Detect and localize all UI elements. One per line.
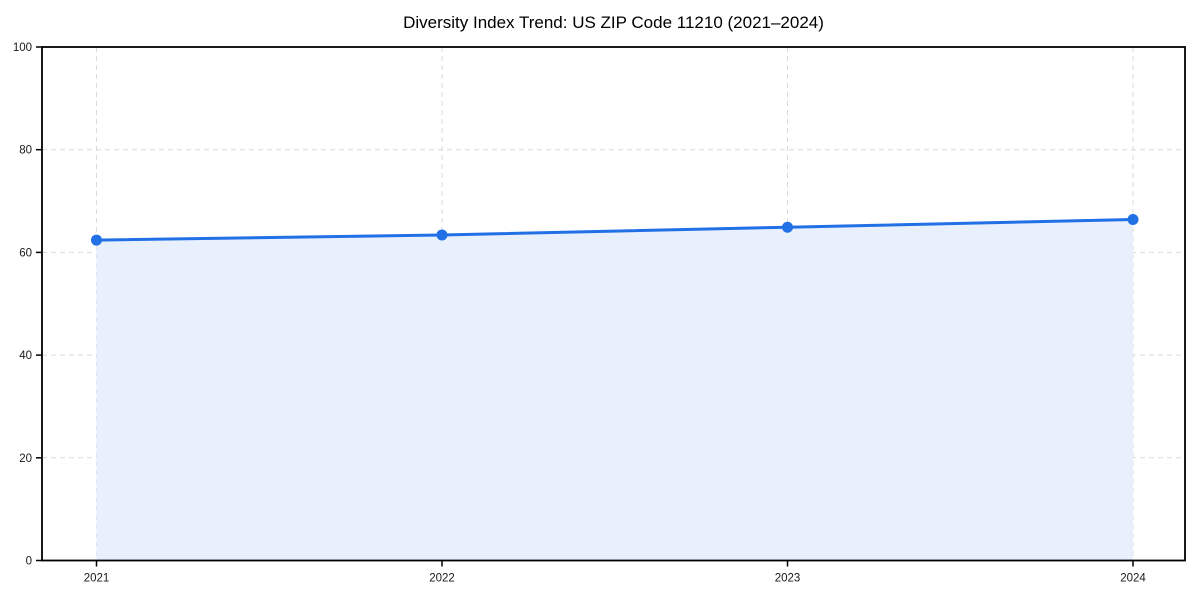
x-tick-label: 2022 xyxy=(429,573,455,585)
x-tick-label: 2024 xyxy=(1120,573,1146,585)
y-tick-label: 20 xyxy=(19,453,32,465)
y-tick-label: 80 xyxy=(19,145,32,157)
x-tick-label: 2023 xyxy=(775,573,801,585)
data-point-marker xyxy=(436,229,448,241)
trend-line xyxy=(95,218,1135,242)
x-tick-label: 2021 xyxy=(84,573,110,585)
data-point-marker xyxy=(782,221,793,233)
chart-title: Diversity Index Trend: US ZIP Code 11210… xyxy=(403,13,824,32)
area-fill xyxy=(96,219,1133,561)
plot-border xyxy=(41,46,1186,562)
y-tick-label: 40 xyxy=(19,350,32,362)
data-point-marker xyxy=(1127,214,1139,226)
y-tick-label: 60 xyxy=(19,247,32,259)
y-tick-label: 100 xyxy=(13,42,32,54)
y-tick-label: 0 xyxy=(26,556,32,568)
data-point-marker xyxy=(91,234,102,246)
